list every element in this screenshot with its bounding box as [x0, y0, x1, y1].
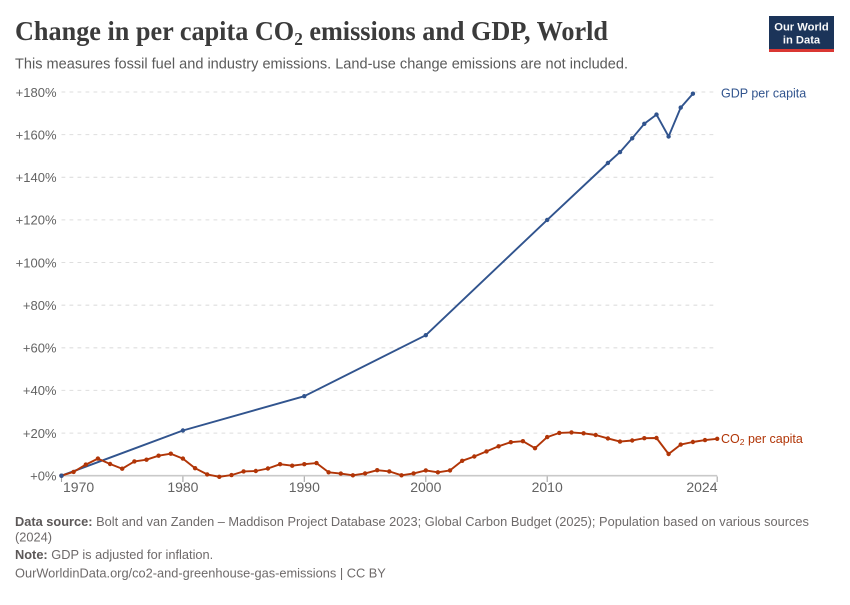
svg-text:(2024): (2024) — [15, 529, 52, 544]
svg-text:+20%: +20% — [23, 426, 57, 441]
svg-text:Change in per capita CO2 emiss: Change in per capita CO2 emissions and G… — [15, 15, 608, 49]
svg-text:2024: 2024 — [686, 479, 717, 495]
svg-text:GDP per capita: GDP per capita — [721, 87, 806, 101]
svg-text:+120%: +120% — [16, 213, 57, 228]
svg-text:2010: 2010 — [532, 479, 563, 495]
svg-text:+0%: +0% — [30, 469, 57, 484]
svg-text:Note: GDP is adjusted for infl: Note: GDP is adjusted for inflation. — [15, 547, 213, 562]
svg-text:in Data: in Data — [783, 35, 821, 47]
svg-text:This measures fossil fuel and: This measures fossil fuel and industry e… — [15, 57, 628, 73]
svg-text:OurWorldinData.org/co2-and-gre: OurWorldinData.org/co2-and-greenhouse-ga… — [15, 566, 386, 581]
svg-text:+60%: +60% — [23, 341, 57, 356]
svg-text:+140%: +140% — [16, 170, 57, 185]
svg-text:+160%: +160% — [16, 127, 57, 142]
svg-text:2000: 2000 — [410, 479, 441, 495]
svg-text:1980: 1980 — [167, 479, 198, 495]
svg-text:+180%: +180% — [16, 85, 57, 100]
svg-text:+100%: +100% — [16, 255, 57, 270]
svg-text:CO2 per capita: CO2 per capita — [721, 432, 803, 447]
svg-text:+80%: +80% — [23, 298, 57, 313]
svg-text:+40%: +40% — [23, 383, 57, 398]
svg-text:Data source: Bolt and van Zand: Data source: Bolt and van Zanden – Maddi… — [15, 514, 809, 529]
svg-text:1990: 1990 — [289, 479, 320, 495]
svg-text:1970: 1970 — [63, 479, 94, 495]
svg-text:Our World: Our World — [774, 22, 829, 34]
